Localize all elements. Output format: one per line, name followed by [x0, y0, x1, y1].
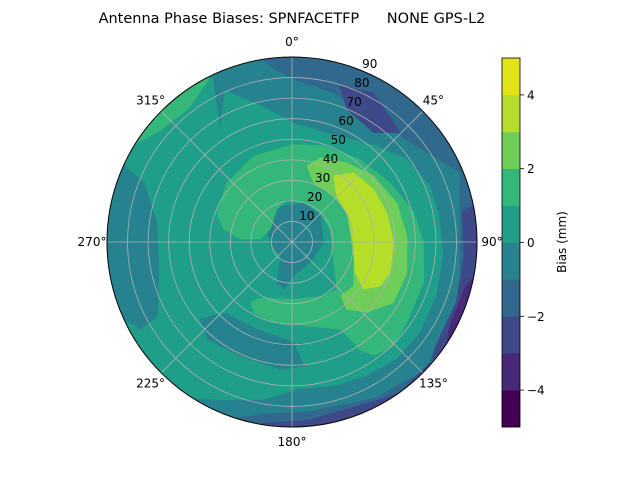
contour-region-6 — [199, 312, 304, 370]
colorbar: 4 2 0 −2 −4 — [501, 57, 545, 428]
angular-tick-label: 180° — [278, 435, 307, 449]
radial-tick-labels: 10 20 30 40 50 60 70 80 90 — [299, 57, 377, 223]
chart-title: Antenna Phase Biases: SPNFACETFP NONE GP… — [99, 11, 486, 27]
colorbar-tick-label: 2 — [527, 162, 535, 176]
angular-tick-label: 45° — [423, 94, 444, 108]
angular-tick-label: 90° — [481, 235, 502, 249]
colorbar-band — [502, 94, 520, 133]
polar-frame — [106, 56, 478, 428]
angular-gridline — [291, 241, 424, 374]
colorbar-band — [502, 242, 520, 280]
colorbar-label: Bias (mm) — [555, 211, 569, 273]
radial-tick-label: 80 — [354, 76, 369, 90]
contour-region-2 — [339, 85, 401, 133]
angular-gridline — [160, 241, 293, 374]
angular-tick-labels: 0° 45° 90° 135° 180° 225° 270° 315° — [78, 35, 503, 449]
colorbar-band — [502, 168, 520, 206]
polar-grid — [107, 57, 477, 427]
colorbar-tick-label: 0 — [527, 236, 535, 250]
angular-tick-label: 0° — [285, 35, 299, 49]
colorbar-band — [502, 205, 520, 243]
angular-gridline — [160, 110, 293, 243]
colorbar-band — [502, 390, 520, 428]
contour-region-11 — [333, 172, 394, 290]
radial-tick-label: 70 — [346, 95, 361, 109]
radial-tick-label: 20 — [307, 190, 322, 204]
angular-tick-label: 135° — [419, 376, 448, 390]
colorbar-tick-label: 4 — [527, 88, 535, 102]
colorbar-tick-label: −2 — [527, 310, 545, 324]
colorbar-band — [502, 131, 520, 169]
angular-gridline — [291, 110, 424, 243]
radial-tick-label: 90 — [362, 57, 377, 71]
colorbar-band — [502, 316, 520, 354]
colorbar-tick-label: −4 — [527, 384, 545, 398]
radial-tick-label: 60 — [339, 114, 354, 128]
angular-tick-label: 225° — [136, 376, 165, 390]
radial-tick-label: 30 — [315, 171, 330, 185]
colorbar-band — [502, 279, 520, 317]
radial-tick-label: 40 — [323, 152, 338, 166]
angular-tick-label: 270° — [78, 235, 107, 249]
polar-plot-area — [107, 57, 477, 427]
colorbar-band — [502, 353, 520, 391]
radial-tick-label: 50 — [331, 133, 346, 147]
colorbar-band — [502, 58, 520, 96]
radial-tick-label: 10 — [299, 209, 314, 223]
angular-tick-label: 315° — [136, 94, 165, 108]
